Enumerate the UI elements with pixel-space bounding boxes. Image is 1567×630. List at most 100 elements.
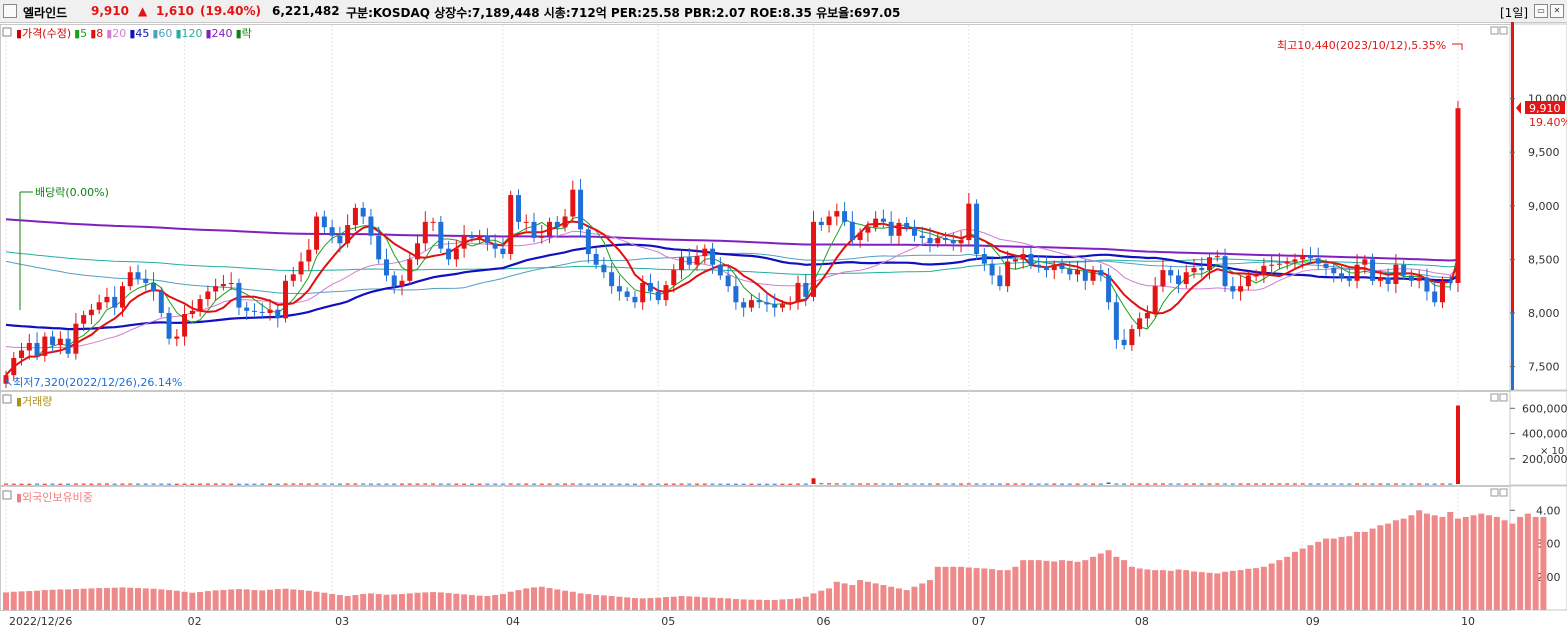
candle-body (888, 221, 894, 236)
foreign-ratio-bar (484, 596, 491, 610)
legend-item[interactable]: ▮45 (129, 27, 150, 40)
period-label[interactable]: [1일] (1500, 6, 1529, 20)
candle-body (1300, 256, 1306, 260)
trade-volume: 6,221,482 (272, 4, 340, 18)
candle-body (865, 227, 871, 233)
foreign-ratio-bar (414, 592, 421, 610)
foreign-ratio-bar (942, 566, 949, 610)
volume-bar (974, 483, 979, 485)
volume-bar (532, 483, 536, 485)
legend-item[interactable]: ▮240 (205, 27, 233, 40)
legend-item[interactable]: ▮120 (175, 27, 203, 40)
candle-body (1051, 264, 1057, 271)
window-icon[interactable] (3, 4, 17, 18)
legend-item[interactable]: ▮락 (235, 27, 252, 40)
legend-item[interactable]: ▮20 (106, 27, 127, 40)
volume-bar (710, 483, 715, 485)
foreign-ratio-bar (950, 566, 957, 610)
volume-bar (1386, 483, 1391, 485)
foreign-ratio-bar (624, 597, 631, 610)
candle-body (1191, 267, 1197, 273)
candle-body (834, 211, 840, 217)
candle-body (539, 235, 545, 238)
volume-bar (361, 483, 366, 485)
volume-bar (1378, 483, 1383, 485)
volume-bar (431, 483, 436, 485)
volume-bar (299, 483, 304, 485)
volume-bar (982, 483, 987, 485)
volume-bar (1114, 483, 1119, 485)
foreign-ratio-bar (274, 589, 281, 610)
volume-tick-label: 200,000 (1522, 453, 1567, 466)
candle-body (1362, 259, 1368, 265)
restore-icon[interactable]: ▭ (1534, 4, 1548, 18)
candle-body (244, 307, 250, 311)
ma5-line (5, 216, 1459, 376)
foreign-ratio-bar (290, 589, 297, 610)
volume-bar (353, 483, 358, 485)
candle-body (1424, 277, 1430, 292)
foreign-ratio-bar (344, 596, 351, 610)
legend-item[interactable]: ▮8 (90, 27, 104, 40)
volume-bar (889, 483, 894, 485)
volume-bar (1339, 483, 1344, 485)
foreign-ratio-bar (810, 593, 817, 610)
foreign-ratio-bar (352, 595, 359, 610)
volume-bar (275, 483, 280, 485)
x-tick-label: 03 (335, 615, 349, 628)
candle-body (422, 221, 428, 244)
volume-bar (1176, 483, 1181, 485)
candle-body (1129, 329, 1135, 346)
candle-body (811, 221, 817, 297)
candle-body (880, 218, 886, 222)
volume-bar (632, 483, 637, 485)
foreign-ratio-bar (818, 590, 825, 610)
candle-body (679, 257, 685, 271)
foreign-ratio-bar (453, 593, 460, 610)
foreign-ratio-bar (251, 590, 258, 610)
legend-item[interactable]: ▮가격(수정) (16, 27, 72, 40)
candle-body (1012, 259, 1018, 262)
candle-body (725, 275, 731, 287)
volume-bar (291, 483, 296, 485)
volume-bar (1184, 483, 1189, 485)
legend-item[interactable]: ▮60 (152, 27, 173, 40)
foreign-ratio-bar (406, 593, 413, 610)
candle-body (974, 203, 980, 255)
volume-bar (136, 483, 140, 485)
foreign-ratio-bar (49, 589, 56, 610)
legend-item[interactable]: ▮5 (74, 27, 88, 40)
foreign-ratio-bar (1431, 515, 1438, 610)
volume-bar (423, 483, 428, 485)
foreign-ratio-bar (538, 586, 545, 610)
foreign-ratio-bar (608, 596, 615, 610)
candle-body (958, 240, 964, 244)
foreign-ratio-bar (888, 586, 895, 610)
candle-body (1253, 275, 1259, 277)
volume-bar (928, 483, 932, 485)
volume-bar (1292, 483, 1297, 485)
candle-body (1455, 108, 1461, 283)
foreign-ratio-bar (996, 570, 1003, 610)
x-tick-label: 07 (972, 615, 986, 628)
volume-bar (1362, 483, 1367, 485)
foreign-ratio-bar (173, 590, 180, 610)
foreign-ratio-bar (437, 592, 444, 610)
candle-body (508, 195, 514, 255)
foreign-ratio-bar (1090, 556, 1097, 610)
foreign-ratio-bar (826, 588, 833, 610)
volume-bar (35, 483, 40, 485)
stock-name: 엘라인드 (23, 6, 68, 20)
close-icon[interactable]: ✕ (1550, 4, 1564, 18)
foreign-ratio-bar (639, 598, 646, 610)
volume-bar (151, 483, 156, 485)
foreign-ratio-bar (1354, 531, 1361, 610)
foreign-ratio-bar (771, 600, 778, 610)
foreign-ratio-bar (531, 587, 537, 610)
current-price: 9,910 (91, 4, 129, 18)
foreign-ratio-bar (1191, 571, 1197, 610)
foreign-ratio-bar (111, 587, 118, 610)
candle-body (492, 243, 498, 249)
foreign-ratio-bar (1423, 513, 1430, 610)
volume-bar (1013, 483, 1018, 485)
